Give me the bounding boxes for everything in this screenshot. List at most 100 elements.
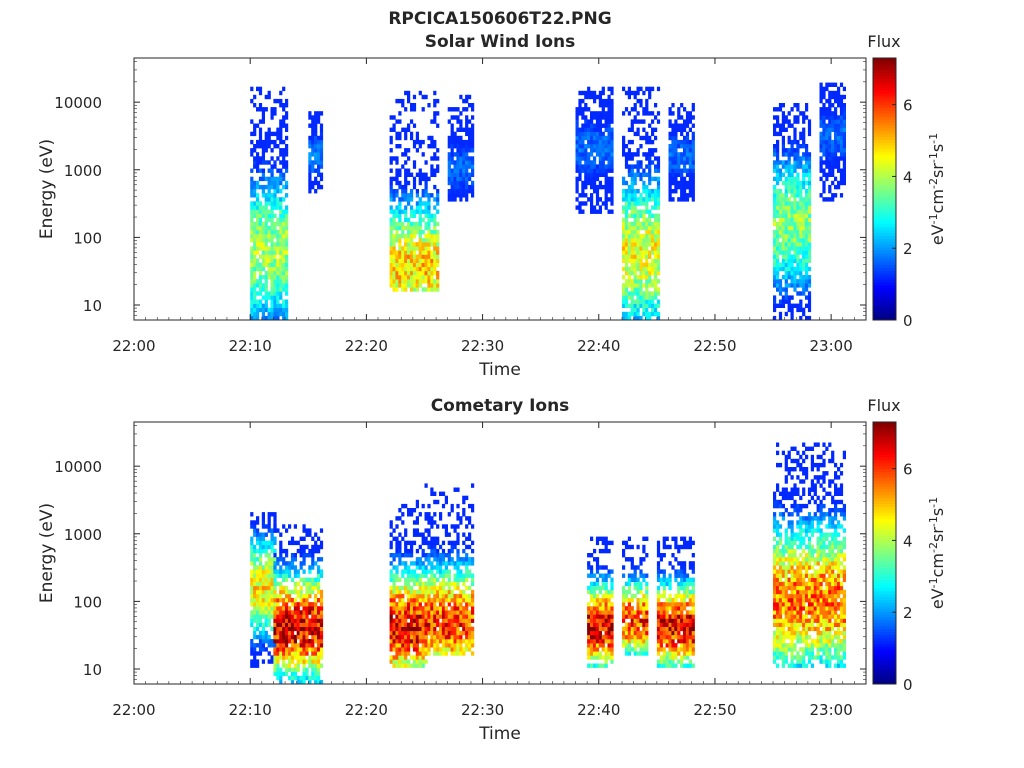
heatmap-cell: [317, 610, 321, 615]
heatmap-cell: [459, 156, 463, 161]
heatmap-cell: [598, 164, 602, 169]
heatmap-cell: [793, 254, 797, 259]
heatmap-cell: [773, 270, 777, 276]
heatmap-cell: [258, 217, 263, 223]
heatmap-cell: [805, 217, 809, 223]
heatmap-cell: [688, 119, 692, 124]
heatmap-cell: [389, 520, 393, 525]
heatmap-cell: [253, 254, 257, 259]
heatmap-cell: [282, 557, 286, 562]
heatmap-cell: [598, 606, 602, 611]
heatmap-cell: [819, 144, 823, 149]
heatmap-cell: [424, 225, 428, 231]
heatmap-cell: [285, 647, 289, 652]
heatmap-cell: [627, 193, 631, 198]
heatmap-cell: [793, 275, 797, 280]
colorbar-step: [873, 229, 896, 234]
heatmap-cell: [793, 152, 797, 157]
heatmap-cell: [822, 139, 826, 145]
heatmap-cell: [436, 540, 440, 546]
heatmap-cell: [258, 275, 263, 280]
heatmap-cell: [424, 254, 428, 259]
heatmap-cell: [642, 270, 646, 276]
heatmap-cell: [276, 307, 280, 313]
burst-4: [447, 94, 475, 202]
heatmap-cell: [636, 189, 640, 194]
heatmap-cell: [459, 152, 463, 157]
heatmap-cell: [421, 614, 425, 619]
heatmap-cell: [627, 291, 631, 296]
heatmap-cell: [793, 205, 797, 210]
heatmap-cell: [802, 111, 806, 116]
heatmap-cell: [642, 127, 646, 132]
colorbar-step: [873, 293, 896, 298]
heatmap-cell: [282, 569, 286, 574]
heatmap-cell: [790, 176, 794, 182]
heatmap-cell: [639, 254, 643, 259]
heatmap-cell: [389, 225, 393, 231]
heatmap-cell: [421, 176, 425, 182]
heatmap-cell: [802, 168, 806, 173]
heatmap-cell: [648, 311, 652, 317]
colorbar-tick-label: 2: [903, 240, 913, 258]
heatmap-cell: [654, 287, 658, 292]
heatmap-cell: [796, 266, 800, 272]
heatmap-cell: [645, 135, 649, 141]
heatmap-cell: [253, 659, 257, 664]
heatmap-cell: [601, 115, 605, 120]
heatmap-cell: [773, 242, 777, 247]
heatmap-cell: [415, 283, 419, 288]
heatmap-cell: [296, 659, 300, 664]
heatmap-cell: [430, 250, 434, 255]
heatmap-cell: [822, 189, 826, 194]
heatmap-cell: [636, 295, 640, 300]
heatmap-cell: [285, 528, 289, 533]
heatmap-cell: [630, 123, 634, 128]
heatmap-cell: [412, 598, 417, 603]
heatmap-cell: [256, 659, 260, 664]
heatmap-cell: [261, 643, 265, 648]
heatmap-cell: [398, 266, 402, 272]
heatmap-cell: [607, 168, 611, 173]
heatmap-cell: [293, 651, 297, 656]
heatmap-cell: [282, 225, 286, 231]
heatmap-cell: [319, 135, 324, 141]
heatmap-cell: [807, 291, 812, 296]
heatmap-cell: [645, 315, 649, 321]
heatmap-cell: [471, 630, 475, 636]
heatmap-cell: [430, 258, 434, 263]
heatmap-cell: [624, 221, 629, 227]
heatmap-cell: [276, 217, 280, 223]
heatmap-cell: [279, 548, 283, 554]
heatmap-cell: [410, 258, 414, 263]
heatmap-cell: [424, 639, 428, 644]
heatmap-cell: [421, 610, 425, 615]
heatmap-cell: [308, 585, 312, 591]
heatmap-cell: [773, 205, 777, 210]
heatmap-cell: [441, 581, 446, 587]
heatmap-cell: [250, 639, 254, 644]
heatmap-cell: [471, 115, 475, 120]
heatmap-cell: [610, 647, 614, 652]
heatmap-cell: [264, 139, 268, 145]
heatmap-cell: [468, 127, 472, 132]
heatmap-cell: [314, 671, 318, 677]
heatmap-cell: [314, 540, 318, 546]
heatmap-cell: [424, 287, 428, 292]
heatmap-cell: [622, 193, 626, 198]
heatmap-cell: [595, 598, 600, 603]
heatmap-cell: [302, 536, 306, 541]
heatmap-cell: [683, 123, 687, 128]
heatmap-cell: [462, 127, 466, 132]
heatmap-cell: [471, 610, 475, 615]
heatmap-cell: [415, 614, 419, 619]
heatmap-cell: [288, 598, 292, 603]
heatmap-cell: [642, 180, 646, 186]
heatmap-cell: [598, 614, 602, 619]
heatmap-cell: [627, 234, 631, 239]
heatmap-cell: [436, 234, 440, 239]
heatmap-cell: [256, 225, 260, 231]
heatmap-cell: [250, 585, 254, 591]
heatmap-cell: [412, 184, 417, 190]
heatmap-cell: [258, 593, 263, 599]
